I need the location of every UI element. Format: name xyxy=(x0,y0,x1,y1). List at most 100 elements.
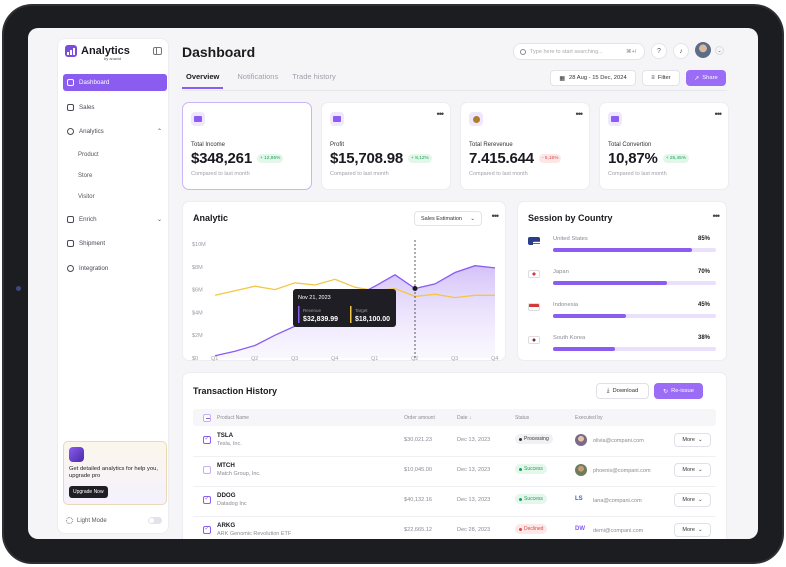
sidebar-subitem-visitor[interactable]: Visitor xyxy=(78,193,95,200)
sidebar-item-enrich[interactable]: Enrich ⌄ xyxy=(63,211,167,228)
executor-email: demi@compani.com xyxy=(593,528,644,534)
sidebar-item-shipment[interactable]: Shipment xyxy=(63,235,167,252)
sales-estimation-select[interactable]: Sales Estimation ⌄ xyxy=(414,211,482,226)
bell-icon[interactable]: ♪ xyxy=(673,43,689,59)
pie-chart-icon xyxy=(67,128,74,135)
more-button[interactable]: More ⌄ xyxy=(674,463,711,477)
stat-card-total-revenue[interactable]: ••• Total Rerevenue 7.415.644 - 5,15% Com… xyxy=(460,102,590,190)
tooltip-target-label: Target xyxy=(355,308,368,313)
ticker: DDOG xyxy=(217,492,236,499)
sidebar-item-dashboard[interactable]: Dashboard xyxy=(63,74,167,91)
x-tick-label: Q1 xyxy=(211,356,218,362)
country-bar-track xyxy=(553,248,716,252)
select-all-checkbox[interactable] xyxy=(203,414,211,422)
search-bar[interactable]: ⌘+/ xyxy=(513,43,645,60)
target-line xyxy=(214,278,495,299)
upgrade-now-button[interactable]: Upgrade Now xyxy=(69,486,108,498)
reissue-button[interactable]: ↻ Re-issue xyxy=(654,383,703,399)
brand[interactable]: Analytics xyxy=(65,45,130,57)
ticker: MTCH xyxy=(217,462,235,469)
tab-overview[interactable]: Overview xyxy=(182,72,224,89)
sidebar-collapse-icon[interactable] xyxy=(153,47,162,55)
more-dots-icon[interactable]: ••• xyxy=(436,109,445,119)
country-bar-track xyxy=(553,281,716,285)
order-amount: $10,045.00 xyxy=(404,467,432,473)
sidebar-subitem-product[interactable]: Product xyxy=(78,151,99,158)
more-dots-icon[interactable]: ••• xyxy=(575,109,584,119)
chevron-down-icon[interactable]: ⌄ xyxy=(715,46,724,55)
tab-notifications[interactable]: Notifications xyxy=(237,72,279,81)
row-checkbox[interactable] xyxy=(203,435,211,444)
analytic-chart[interactable]: $10M $8M $6M $4M $2M $0 Q1 Q2 Q3 Q4 Q1 Q2 Q3 Q4 Nov … xyxy=(183,202,507,362)
stat-label: Total Rerevenue xyxy=(469,142,513,148)
sidebar-nav: Dashboard Sales Analytics ⌃ Product Stor… xyxy=(63,74,167,284)
transaction-title: Transaction History xyxy=(193,386,278,396)
more-button[interactable]: More ⌄ xyxy=(674,523,711,537)
chevron-up-icon: ⌃ xyxy=(156,129,162,135)
light-mode-toggle[interactable] xyxy=(148,517,162,524)
row-checkbox[interactable] xyxy=(203,495,211,504)
executor-avatar xyxy=(575,464,587,476)
tooltip-revenue-label: Revenue xyxy=(303,308,322,313)
help-icon[interactable]: ? xyxy=(651,43,667,59)
stat-card-profit[interactable]: ••• Profit $15,708.98 + 8,12% Compared to… xyxy=(321,102,451,190)
stat-sub: Compared to last month xyxy=(191,171,250,177)
sidebar-item-analytics[interactable]: Analytics ⌃ xyxy=(63,123,167,140)
row-checkbox[interactable] xyxy=(203,525,211,534)
sidebar-item-sales[interactable]: Sales xyxy=(63,99,167,116)
sidebar: Analytics by anavid Dashboard Sales Anal… xyxy=(57,38,169,534)
coin-icon xyxy=(469,112,483,126)
bag-icon xyxy=(67,103,74,111)
stat-card-total-conversion[interactable]: ••• Total Convertion 10,87% + 25,45% Comp… xyxy=(599,102,729,190)
user-avatar[interactable] xyxy=(695,42,711,58)
analytic-title: Analytic xyxy=(193,213,229,223)
y-tick-label: $2M xyxy=(192,333,203,339)
order-date: Dec 13, 2023 xyxy=(457,437,491,443)
more-label: More xyxy=(682,527,695,533)
stat-change-badge: + 12,95% xyxy=(256,154,284,163)
col-executed-by[interactable]: Executed by xyxy=(575,415,603,421)
table-row[interactable]: TSLA Tesla, Inc. $30,021.23 Dec 13, 2023 Pro… xyxy=(193,427,716,457)
page-title: Dashboard xyxy=(182,44,256,60)
filter-button[interactable]: ≡ Filter xyxy=(642,70,680,86)
more-button[interactable]: More ⌄ xyxy=(674,493,711,507)
order-date: Dec 13, 2023 xyxy=(457,467,491,473)
col-product-name[interactable]: Product Name xyxy=(217,415,249,421)
more-dots-icon[interactable]: ••• xyxy=(712,211,721,221)
chevron-down-icon: ⌄ xyxy=(697,437,703,443)
dashboard-icon xyxy=(67,79,74,86)
ticker: TSLA xyxy=(217,432,234,439)
download-label: Download xyxy=(612,388,639,394)
date-range-button[interactable]: ▦ 28 Aug - 15 Dec, 2024 xyxy=(550,70,636,86)
sidebar-subitem-store[interactable]: Store xyxy=(78,172,93,179)
y-tick-label: $10M xyxy=(192,242,206,248)
table-row[interactable]: MTCH Match Group, Inc. $10,045.00 Dec 13, 2… xyxy=(193,457,716,487)
brand-sub: by anavid xyxy=(104,56,122,61)
hover-dot xyxy=(412,285,418,291)
row-checkbox[interactable] xyxy=(203,466,211,474)
status-text: Declined xyxy=(524,526,544,532)
table-row[interactable]: ARKG ARK Genomic Revolution ETF $22,665.12… xyxy=(193,517,716,539)
image-icon xyxy=(67,215,74,223)
country-percent: 45% xyxy=(697,302,710,308)
col-order-amount[interactable]: Order amount xyxy=(404,415,435,421)
sidebar-item-integration[interactable]: Integration xyxy=(63,260,167,277)
more-button[interactable]: More ⌄ xyxy=(674,433,711,447)
tab-trade-history[interactable]: Trade history xyxy=(292,72,336,81)
executor-email: phoenix@compani.com xyxy=(593,468,651,474)
share-button[interactable]: ↗ Share xyxy=(686,70,726,86)
search-input[interactable] xyxy=(530,48,622,55)
more-dots-icon[interactable]: ••• xyxy=(714,109,723,119)
chart-tooltip: Nov 21, 2023 Revenue $32,839.99 Target $… xyxy=(293,289,396,327)
stat-card-total-income[interactable]: Total Income $348,261 + 12,95% Compared t… xyxy=(182,102,312,190)
status-badge: Declined xyxy=(515,524,548,534)
more-dots-icon[interactable]: ••• xyxy=(491,211,500,221)
download-button[interactable]: ⤓ Download xyxy=(596,383,649,399)
col-date[interactable]: Date ↓ xyxy=(457,415,472,421)
table-row[interactable]: DDOG Datadog Inc $40,132.16 Dec 13, 2023 Suc… xyxy=(193,487,716,517)
col-status[interactable]: Status xyxy=(515,415,530,421)
order-amount: $22,665.12 xyxy=(404,527,432,533)
status-text: Processing xyxy=(524,436,549,442)
sidebar-item-label: Sales xyxy=(79,103,95,111)
tooltip-target: $18,100.00 xyxy=(355,316,390,323)
